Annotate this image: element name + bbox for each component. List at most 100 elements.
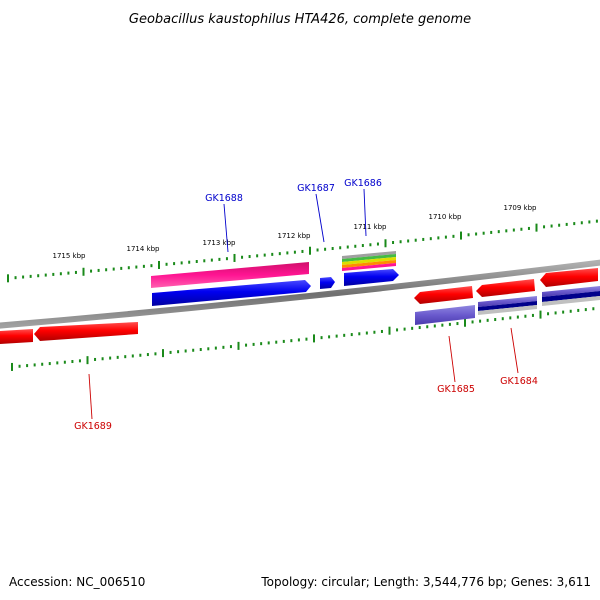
inner-minor-tick xyxy=(26,364,29,368)
inner-minor-tick xyxy=(531,313,534,317)
outer-minor-tick xyxy=(105,268,108,272)
inner-minor-tick xyxy=(214,346,217,350)
kbp-label-1709: 1709 kbp xyxy=(504,204,538,212)
outer-minor-tick xyxy=(150,264,153,268)
outer-minor-tick xyxy=(429,237,432,241)
genome-summary-text: Topology: circular; Length: 3,544,776 bp… xyxy=(260,575,591,589)
label-gk1689[interactable]: GK1689 xyxy=(74,421,112,432)
inner-minor-tick xyxy=(554,311,557,315)
inner-major-tick xyxy=(464,318,466,327)
inner-minor-tick xyxy=(569,309,572,313)
inner-minor-tick xyxy=(169,350,172,354)
leader-gk1685 xyxy=(448,335,456,383)
genome-backbone xyxy=(0,259,600,329)
inner-minor-tick xyxy=(48,362,51,366)
gene-gk1685-red-arrow[interactable] xyxy=(414,286,473,304)
inner-minor-tick xyxy=(426,325,429,329)
outer-minor-tick xyxy=(452,234,455,238)
inner-minor-tick xyxy=(350,333,353,337)
outer-ticks xyxy=(7,219,598,283)
inner-minor-tick xyxy=(124,355,127,359)
outer-minor-tick xyxy=(414,238,417,242)
outer-minor-tick xyxy=(346,245,349,249)
outer-minor-tick xyxy=(301,249,304,253)
outer-minor-tick xyxy=(195,260,198,264)
inner-minor-tick xyxy=(131,354,134,358)
leader-gk1688 xyxy=(223,203,229,253)
inner-minor-tick xyxy=(547,312,550,316)
gene-gk1686-stripes[interactable] xyxy=(342,251,396,271)
inner-major-tick xyxy=(162,349,164,358)
label-gk1684[interactable]: GK1684 xyxy=(500,376,538,387)
gene-gk1685-purple-bar[interactable] xyxy=(415,305,475,325)
leader-gk1686 xyxy=(363,188,367,237)
outer-minor-tick xyxy=(573,222,576,226)
inner-minor-tick xyxy=(71,360,74,364)
gene-gk1688-pink-bar[interactable] xyxy=(151,262,309,288)
outer-minor-tick xyxy=(354,244,357,248)
inner-minor-tick xyxy=(297,338,300,342)
gene-gk1688-arrow[interactable] xyxy=(152,280,311,306)
outer-minor-tick xyxy=(467,233,470,237)
inner-minor-tick xyxy=(33,363,36,367)
inner-minor-tick xyxy=(373,330,376,334)
inner-minor-tick xyxy=(154,352,157,356)
gene-gk1684-stripes[interactable] xyxy=(478,296,537,315)
outer-minor-tick xyxy=(422,237,425,241)
inner-minor-tick xyxy=(328,335,331,339)
inner-minor-tick xyxy=(207,347,210,351)
outer-minor-tick xyxy=(361,244,364,248)
outer-minor-tick xyxy=(180,261,183,265)
gene-gk1687-arrow[interactable] xyxy=(320,277,335,289)
kbp-labels: 1715 kbp 1714 kbp 1713 kbp 1712 kbp 1711… xyxy=(53,204,538,260)
inner-minor-tick xyxy=(260,342,263,346)
inner-minor-tick xyxy=(509,316,512,320)
gene-right-red-arrow[interactable] xyxy=(540,268,598,287)
inner-minor-tick xyxy=(479,319,482,323)
inner-major-tick xyxy=(237,341,240,350)
inner-minor-tick xyxy=(365,331,368,335)
outer-minor-tick xyxy=(512,228,515,232)
outer-minor-tick xyxy=(14,276,17,280)
gene-gk1689-arrow[interactable] xyxy=(34,322,138,341)
outer-minor-tick xyxy=(339,246,342,250)
gene-gk1684-red-arrow[interactable] xyxy=(476,279,535,297)
inner-major-tick xyxy=(11,362,13,371)
inner-minor-tick xyxy=(584,308,587,312)
gene-right-stripes[interactable] xyxy=(542,286,600,306)
inner-minor-tick xyxy=(441,323,444,327)
label-gk1685[interactable]: GK1685 xyxy=(437,384,475,395)
outer-minor-tick xyxy=(59,272,62,276)
outer-minor-tick xyxy=(543,225,546,229)
label-gk1686[interactable]: GK1686 xyxy=(344,178,382,189)
outer-minor-tick xyxy=(475,232,478,236)
kbp-label-1710: 1710 kbp xyxy=(429,213,463,221)
kbp-label-1714: 1714 kbp xyxy=(127,245,161,253)
inner-minor-tick xyxy=(192,348,195,352)
inner-minor-tick xyxy=(184,349,187,353)
outer-minor-tick xyxy=(595,219,598,223)
inner-minor-tick xyxy=(275,340,278,344)
label-gk1687[interactable]: GK1687 xyxy=(297,183,335,194)
outer-minor-tick xyxy=(225,257,228,261)
label-gk1688[interactable]: GK1688 xyxy=(205,193,243,204)
outer-minor-tick xyxy=(444,235,447,239)
inner-major-tick xyxy=(539,310,542,319)
inner-minor-tick xyxy=(109,356,112,360)
outer-minor-tick xyxy=(97,268,100,272)
inner-minor-tick xyxy=(343,333,346,337)
leader-gk1687 xyxy=(315,193,325,243)
gene-gk1686-arrow[interactable] xyxy=(344,269,399,286)
outer-major-tick xyxy=(384,239,387,248)
inner-minor-tick xyxy=(41,362,44,366)
inner-minor-tick xyxy=(245,343,248,347)
outer-minor-tick xyxy=(324,247,327,251)
inner-minor-tick xyxy=(471,320,474,324)
inner-minor-tick xyxy=(63,360,66,364)
inner-minor-tick xyxy=(380,329,383,333)
outer-minor-tick xyxy=(188,260,191,264)
outer-minor-tick xyxy=(52,272,55,276)
gene-gk1689-left-arrow[interactable] xyxy=(0,329,33,344)
outer-major-tick xyxy=(82,267,85,276)
